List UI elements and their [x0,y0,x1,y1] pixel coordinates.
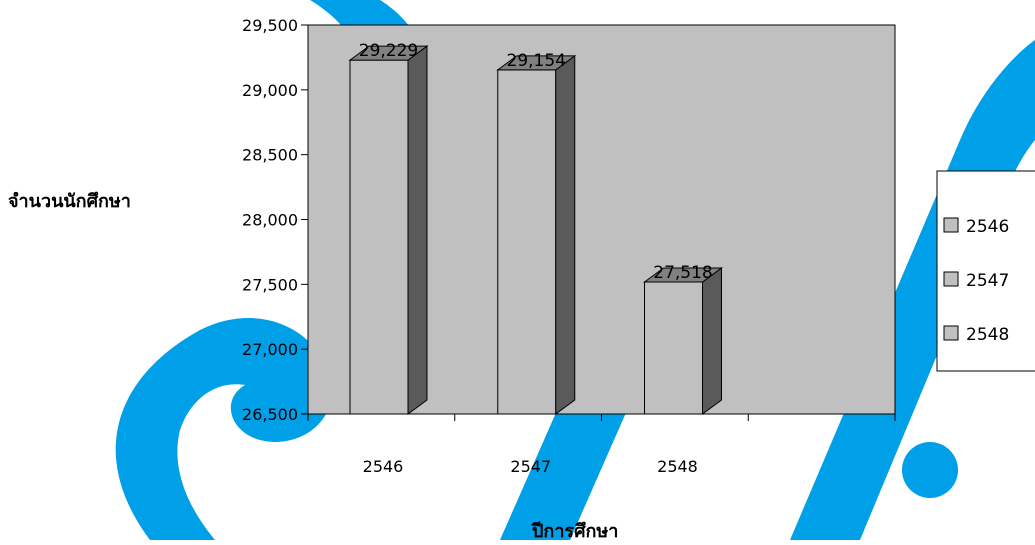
y-tick-label: 27,000 [242,340,298,359]
x-axis-title: ปีการศึกษา [532,521,619,542]
x-tick-label: 2548 [657,457,698,476]
bar-top [496,55,577,71]
bar-side [702,267,722,415]
watermark-stroke-right [790,40,1035,540]
legend-swatch [943,325,959,341]
data-label: 27,518 [653,263,712,283]
data-label: 29,154 [507,51,566,71]
bar-front [644,281,703,415]
bar-top [642,267,724,283]
legend-entry-label: 2548 [966,325,1009,345]
y-tick-label: 26,500 [242,405,298,424]
bar-side [407,45,428,415]
legend: 2546 2547 2548 [936,170,1035,372]
bars-group [348,45,724,415]
legend-swatch [943,271,959,287]
bar-front [497,69,557,415]
bar-2547 [496,54,577,415]
x-tick-label: 2546 [363,457,404,476]
bar-top [348,45,429,61]
data-labels-group: 29,229 29,154 27,518 [359,41,713,283]
bar-2548 [642,267,724,415]
legend-entry-label: 2546 [966,217,1009,237]
y-axis-title: จำนวนนักศึกษา [8,191,131,212]
legend-entry-label: 2547 [966,271,1009,291]
y-tick-label: 29,500 [242,16,298,35]
y-tick-label: 28,500 [242,146,298,165]
data-label: 29,229 [359,41,418,61]
y-tick-label: 28,000 [242,211,298,230]
y-axis: 26,500 27,000 27,500 28,000 28,500 29,000 29,5… [242,16,309,424]
bar-2546 [348,45,429,415]
x-tick-label: 2547 [510,457,551,476]
y-tick-label: 27,500 [242,275,298,294]
bar-side [555,54,576,415]
x-axis: 2546 2547 2548 [307,413,896,476]
legend-swatch [943,217,959,233]
watermark-swirl-left [115,318,332,540]
bar-front [349,59,409,415]
y-tick-label: 29,000 [242,81,298,100]
watermark-dot [902,442,958,498]
